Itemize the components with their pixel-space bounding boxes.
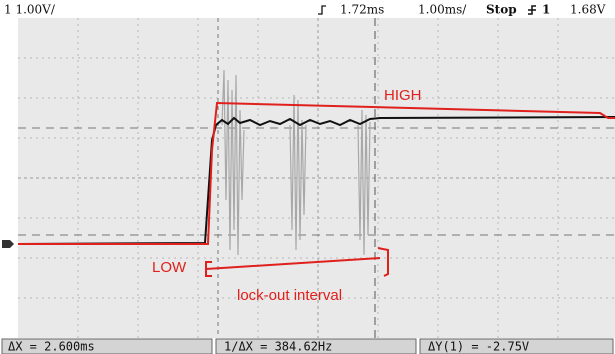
header-bar bbox=[0, 0, 615, 18]
trigger-level: 1.68V bbox=[570, 3, 606, 17]
run-state: Stop bbox=[486, 3, 517, 17]
channel-scale: 1 1.00V/ bbox=[4, 3, 56, 17]
trigger-position: 1.72ms bbox=[340, 3, 384, 17]
scope-screen: HIGH LOW lock-out interval 1 1.00V/ 1.72… bbox=[0, 0, 615, 354]
low-label: LOW bbox=[152, 259, 187, 276]
high-label: HIGH bbox=[384, 87, 422, 104]
delta-y: ΔY(1) = -2.75V bbox=[428, 340, 529, 354]
time-scale: 1.00ms/ bbox=[418, 3, 467, 17]
interval-label: lock-out interval bbox=[237, 287, 342, 304]
delta-x: ΔX = 2.600ms bbox=[8, 340, 95, 354]
trigger-source: 1 bbox=[542, 3, 550, 17]
inverse-delta-x: 1/ΔX = 384.62Hz bbox=[224, 340, 332, 354]
